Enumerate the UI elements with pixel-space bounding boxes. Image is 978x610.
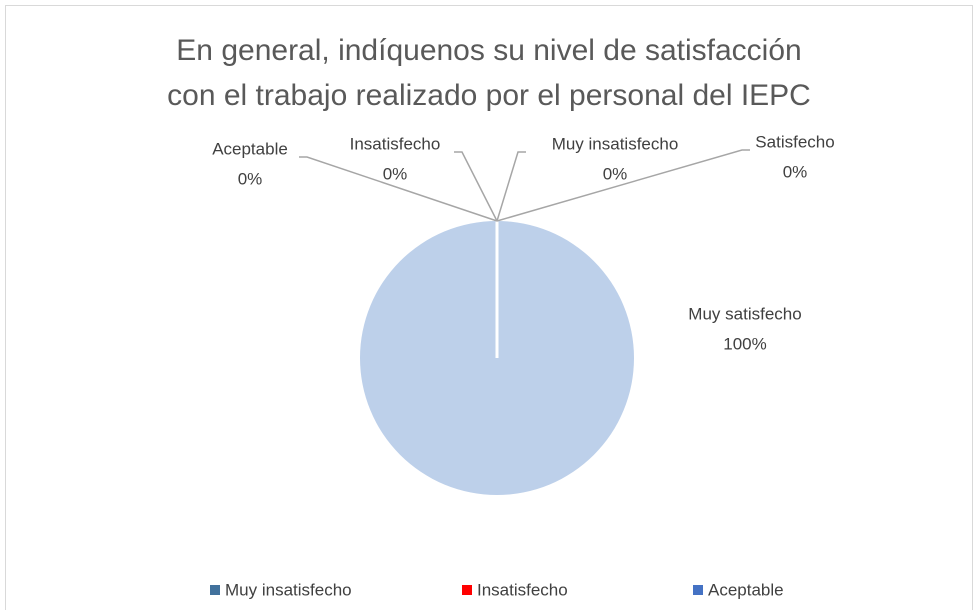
leader-line	[299, 156, 498, 222]
data-label-name: Satisfecho	[755, 132, 834, 151]
data-label-name: Insatisfecho	[350, 134, 441, 153]
leader-line	[454, 151, 498, 222]
legend-label: Insatisfecho	[477, 580, 568, 599]
leader-line	[496, 149, 750, 222]
data-label-value: 0%	[383, 164, 408, 183]
legend-label: Muy insatisfecho	[225, 580, 352, 599]
data-label-value: 0%	[783, 162, 808, 181]
legend-marker	[462, 585, 472, 595]
chart-border	[5, 5, 973, 610]
data-label-value: 0%	[238, 169, 263, 188]
legend-label: Aceptable	[708, 580, 784, 599]
data-label-name: Aceptable	[212, 139, 288, 158]
leader-line	[496, 151, 526, 222]
data-label-value: 0%	[603, 164, 628, 183]
data-label-name: Muy satisfecho	[688, 304, 801, 323]
legend-marker	[693, 585, 703, 595]
data-label-value: 100%	[723, 334, 766, 353]
data-label-name: Muy insatisfecho	[552, 134, 679, 153]
legend-marker	[210, 585, 220, 595]
chart-title: En general, indíquenos su nivel de satis…	[167, 34, 811, 112]
